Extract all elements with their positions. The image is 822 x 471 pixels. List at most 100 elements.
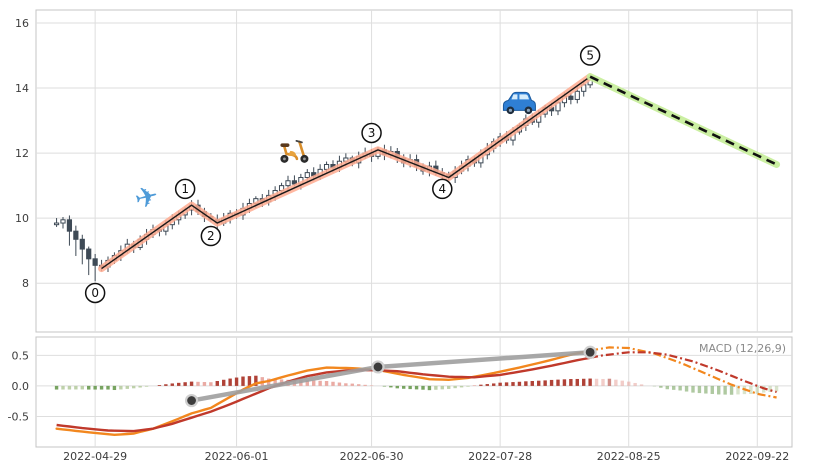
macd-histogram-bar — [639, 384, 644, 386]
macd-histogram-bar — [633, 382, 637, 386]
macd-histogram-bar — [183, 382, 187, 386]
macd-histogram-bar — [749, 385, 753, 394]
macd-histogram-bar — [614, 379, 618, 386]
wave-label-text: 5 — [586, 49, 594, 63]
macd-histogram-bar — [157, 385, 162, 386]
macd-histogram-bar — [485, 384, 489, 386]
macd-histogram-bar — [67, 385, 72, 390]
price-y-tick-label: 10 — [15, 212, 29, 225]
macd-histogram-bar — [312, 380, 316, 386]
wave-label-text: 1 — [181, 182, 189, 196]
x-tick-label: 2022-04-29 — [63, 450, 127, 463]
price-grid — [36, 10, 792, 332]
macd-histogram-bar — [54, 385, 59, 390]
macd-histogram-bar — [344, 383, 348, 386]
price-y-tick-label: 16 — [15, 17, 29, 30]
trend-marker — [583, 345, 597, 359]
macd-histogram-bar — [620, 380, 624, 386]
macd-y-tick-label: 0.5 — [12, 349, 30, 362]
macd-histogram-bar — [119, 385, 123, 390]
wave-label-circle — [361, 122, 382, 144]
macd-histogram-bar — [421, 385, 425, 390]
macd-histogram-bar — [318, 380, 322, 386]
macd-histogram-bar — [755, 385, 759, 394]
macd-histogram-bar — [768, 385, 772, 392]
wave-overlay-edge — [101, 76, 591, 270]
macd-histogram-bar — [524, 381, 528, 386]
wave-label-2: 2 — [200, 225, 222, 247]
wave-label-circle — [84, 282, 106, 304]
trend-marker — [184, 393, 199, 408]
macd-histogram-bar — [357, 384, 361, 386]
macd-histogram-bar — [684, 385, 689, 392]
macd-histogram-bar — [537, 380, 541, 386]
wave-label-circle — [432, 178, 453, 200]
macd-histogram-bar — [74, 385, 78, 390]
candle-body — [291, 180, 298, 185]
candle-body — [568, 95, 574, 100]
macd-histogram-bar — [228, 378, 232, 386]
wave-label-text: 0 — [91, 286, 99, 300]
macd-histogram-bar — [189, 381, 194, 386]
macd-histogram-bar — [382, 385, 387, 387]
x-tick-label: 2022-06-01 — [205, 450, 269, 463]
macd-histogram-bar — [324, 381, 329, 386]
candle-body — [86, 248, 92, 260]
macd-histogram-bar — [273, 378, 277, 386]
macd-histogram-bar — [144, 385, 149, 387]
macd-histogram-bar — [704, 385, 708, 394]
macd-histogram-bar — [736, 385, 740, 395]
wave-label-circle — [579, 45, 601, 66]
candle-body — [53, 222, 60, 226]
price-y-tick-label: 14 — [15, 82, 29, 95]
wave-label-1: 1 — [174, 178, 196, 200]
candle-body — [92, 258, 98, 266]
trend-marker — [371, 360, 385, 374]
macd-histogram-bar — [723, 385, 727, 395]
trend-marker-dot — [371, 360, 385, 374]
macd-histogram-bar — [627, 381, 631, 386]
macd-histogram-bar — [363, 384, 367, 386]
axis-labels: 2022-04-29 2022-06-01 2022-06-30 2022-07-28… — [8, 17, 790, 463]
wave-label-3: 3 — [361, 122, 382, 144]
macd-histogram-bar — [530, 381, 534, 386]
macd-histogram-bar — [659, 385, 663, 388]
macd-histogram-bar — [434, 385, 438, 390]
macd-histogram-bar — [466, 385, 470, 387]
macd-histogram-bar — [241, 376, 245, 386]
macd-histogram-bar — [549, 379, 554, 386]
macd-histogram-bar — [196, 381, 200, 386]
macd-histogram-bar — [138, 385, 142, 388]
macd-histogram-bar — [305, 380, 309, 386]
trend-marker-dot — [583, 345, 597, 359]
macd-histogram-bar — [729, 385, 734, 395]
macd-histogram-bar — [479, 384, 483, 386]
macd-histogram-bar — [492, 383, 496, 386]
macd-histogram-bar — [543, 380, 547, 386]
signal-forecast-line — [589, 351, 777, 394]
macd-histogram-bar — [594, 378, 599, 386]
projection-dash — [589, 75, 778, 166]
macd-histogram-bar — [395, 385, 399, 389]
macd-histogram-bar — [717, 385, 721, 395]
macd-histogram-bar — [389, 385, 393, 388]
macd-histogram-bar — [337, 382, 342, 386]
macd-histogram-bar — [132, 385, 136, 389]
macd-histogram-bar — [607, 378, 612, 386]
macd-histogram-bar — [87, 385, 91, 390]
candle-body — [66, 219, 73, 232]
wave-label-text: 3 — [368, 126, 376, 140]
macd-histogram-bar — [202, 382, 207, 386]
macd-histogram-bar — [215, 381, 219, 386]
macd-histogram-bar — [350, 383, 354, 386]
wave-label-text: 2 — [207, 229, 215, 243]
macd-histogram-bar — [678, 385, 682, 391]
macd-histogram-bar — [93, 385, 97, 390]
macd-histogram-bar — [125, 385, 129, 389]
macd-histogram-bar — [774, 385, 779, 392]
macd-histogram-bar — [414, 385, 419, 390]
macd-histogram-bar — [408, 385, 412, 390]
signal-line — [56, 356, 591, 433]
macd-histogram-bar — [427, 385, 432, 391]
